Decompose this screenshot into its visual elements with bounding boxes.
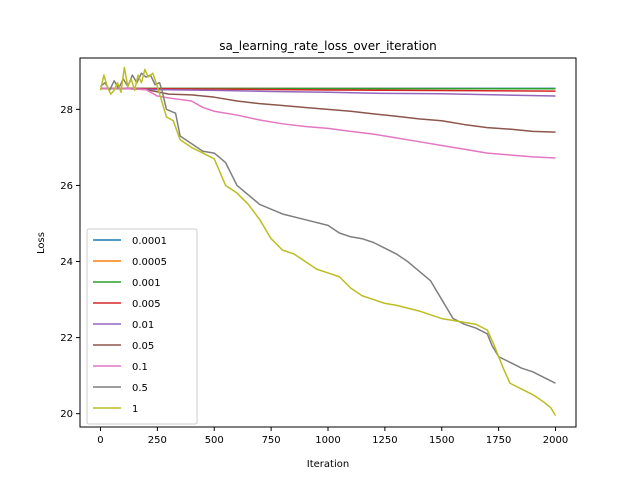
series-line-0-05 (100, 87, 556, 133)
y-tick-label: 24 (60, 257, 73, 268)
x-tick-label: 0 (97, 435, 103, 446)
y-tick-label: 28 (60, 105, 73, 116)
x-tick-label: 750 (262, 435, 281, 446)
legend: 0.0001 0.0005 0.001 0.005 0.01 0.05 0.1 0.5 1 (86, 228, 198, 425)
legend-label: 0.5 (132, 383, 148, 394)
x-tick-label: 1250 (372, 435, 397, 446)
legend-label: 1 (132, 404, 138, 415)
x-tick-label: 1500 (429, 435, 454, 446)
y-tick-label: 26 (60, 181, 73, 192)
x-tick-label: 2000 (543, 435, 568, 446)
y-tick-label: 20 (60, 409, 73, 420)
y-axis: 20 22 24 26 28 (60, 105, 80, 420)
legend-label: 0.0001 (132, 236, 167, 247)
x-tick-label: 500 (205, 435, 224, 446)
legend-label: 0.01 (132, 320, 154, 331)
legend-label: 0.005 (132, 299, 161, 310)
y-tick-label: 22 (60, 333, 73, 344)
series-line-0-1 (100, 87, 556, 159)
x-axis-title: Iteration (307, 459, 349, 470)
chart-title: sa_learning_rate_loss_over_iteration (219, 39, 437, 53)
series-line-1 (99, 66, 557, 416)
x-tick-label: 1000 (315, 435, 340, 446)
x-tick-label: 1750 (486, 435, 511, 446)
series-group (99, 66, 557, 416)
legend-label: 0.001 (132, 278, 161, 289)
y-axis-title: Loss (36, 232, 47, 254)
legend-label: 0.1 (132, 362, 148, 373)
legend-box (86, 228, 198, 425)
x-tick-label: 250 (148, 435, 167, 446)
legend-label: 0.05 (132, 341, 154, 352)
legend-label: 0.0005 (132, 257, 167, 268)
x-axis: 0 250 500 750 1000 1250 1500 1750 2000 (97, 427, 568, 446)
